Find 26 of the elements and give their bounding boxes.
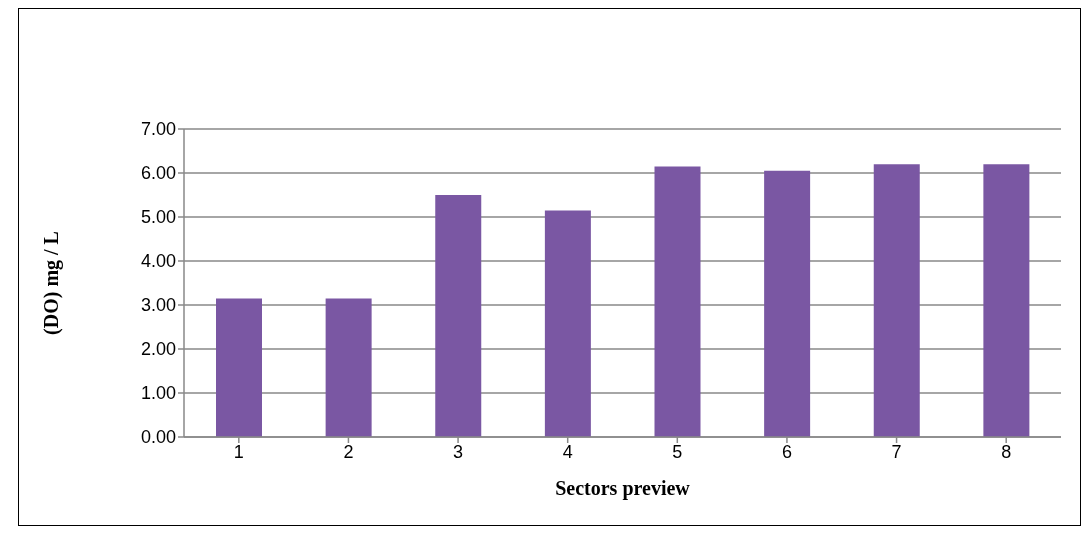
x-tick-label: 6: [781, 441, 792, 462]
bar: [435, 195, 482, 437]
y-axis-title: (DO) mg / L: [40, 231, 64, 335]
y-tick-label: 2.00: [140, 339, 176, 360]
y-tick-label: 5.00: [140, 207, 176, 228]
x-tick-label: 5: [672, 441, 683, 462]
y-tick-label: 4.00: [140, 251, 176, 272]
x-tick-label: 7: [891, 441, 902, 462]
x-tick-label: 2: [343, 441, 354, 462]
bar: [764, 170, 811, 437]
bar: [654, 166, 701, 437]
x-tick-label: 8: [1001, 441, 1012, 462]
x-tick-label: 1: [233, 441, 244, 462]
y-tick-label: 3.00: [140, 295, 176, 316]
bar: [216, 298, 262, 437]
x-axis-title: Sectors preview: [555, 477, 691, 500]
y-tick-label: 1.00: [140, 383, 176, 404]
x-tick-label: 3: [453, 441, 464, 462]
bar: [544, 210, 591, 437]
y-tick-label: 6.00: [140, 163, 176, 184]
y-tick-label: 0.00: [140, 427, 176, 448]
bar: [325, 298, 372, 437]
bar: [983, 164, 1030, 437]
y-tick-label: 7.00: [140, 119, 176, 140]
bar: [873, 164, 920, 437]
x-tick-label: 4: [562, 441, 573, 462]
